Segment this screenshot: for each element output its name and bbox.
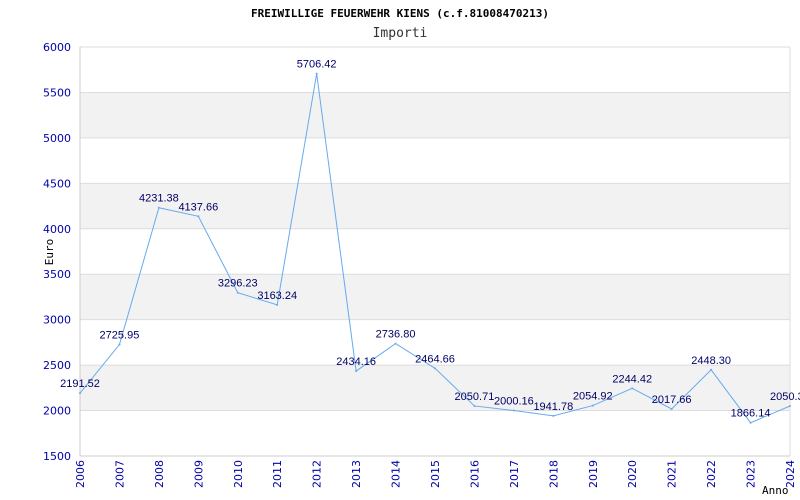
x-tick-label: 2019 [587, 460, 600, 488]
x-tick-label: 2024 [784, 460, 797, 488]
data-point [591, 404, 594, 407]
grid-band [80, 365, 790, 411]
data-point [197, 215, 200, 218]
data-point [355, 370, 358, 373]
data-label: 2050.71 [455, 391, 495, 403]
data-label: 3163.24 [257, 290, 297, 302]
x-tick-label: 2013 [350, 460, 363, 488]
data-point [710, 368, 713, 371]
x-tick-label: 2006 [74, 460, 87, 488]
data-point [789, 404, 791, 407]
data-point [749, 421, 752, 424]
y-tick-label: 3500 [43, 268, 71, 281]
y-tick-label: 5000 [43, 132, 71, 145]
x-tick-label: 2017 [508, 460, 521, 488]
chart-title: FREIWILLIGE FEUERWEHR KIENS (c.f.8100847… [251, 7, 549, 20]
data-point [670, 407, 673, 410]
x-tick-label: 2009 [192, 460, 205, 488]
x-tick-label: 2012 [311, 460, 324, 488]
x-tick-label: 2023 [745, 460, 758, 488]
y-tick-label: 6000 [43, 41, 71, 54]
x-tick-label: 2010 [232, 460, 245, 488]
data-label: 2050.3 [770, 391, 800, 403]
data-label: 2448.30 [691, 355, 731, 367]
data-point [552, 414, 555, 417]
y-tick-label: 4500 [43, 177, 71, 190]
data-point [236, 291, 239, 294]
data-point [157, 206, 160, 209]
data-label: 2054.92 [573, 391, 613, 403]
data-point [434, 367, 436, 370]
x-tick-label: 2021 [666, 460, 679, 488]
y-axis-label: Euro [43, 239, 56, 266]
data-label: 2244.42 [612, 373, 652, 385]
data-label: 4137.66 [178, 201, 218, 213]
data-label: 2191.52 [60, 378, 100, 390]
y-tick-label: 5500 [43, 86, 71, 99]
data-label: 3296.23 [218, 278, 258, 290]
x-tick-label: 2007 [113, 460, 126, 488]
data-point [512, 409, 515, 412]
y-tick-label: 4000 [43, 223, 71, 236]
x-tick-label: 2016 [468, 460, 481, 488]
data-point [276, 303, 279, 306]
data-point [473, 404, 476, 407]
x-tick-label: 2018 [547, 460, 560, 488]
data-label: 2434.16 [336, 356, 376, 368]
x-tick-label: 2020 [626, 460, 639, 488]
data-point [118, 343, 121, 346]
y-tick-label: 2000 [43, 405, 71, 418]
data-label: 4231.38 [139, 193, 179, 205]
data-label: 1866.14 [731, 408, 771, 420]
data-label: 5706.42 [297, 59, 337, 71]
data-label: 2736.80 [376, 329, 416, 341]
grid-band [80, 274, 790, 320]
x-tick-label: 2008 [153, 460, 166, 488]
data-label: 2725.95 [100, 330, 140, 342]
data-point [315, 72, 318, 75]
x-axis-label: Anno [762, 484, 789, 497]
grid-band [80, 183, 790, 229]
data-point [79, 392, 81, 395]
x-tick-label: 2022 [705, 460, 718, 488]
data-label: 1941.78 [533, 401, 573, 413]
y-tick-label: 2500 [43, 359, 71, 372]
x-tick-label: 2015 [429, 460, 442, 488]
data-point [394, 342, 397, 345]
x-tick-label: 2014 [390, 460, 403, 488]
chart-subtitle: Importi [373, 26, 428, 41]
grid-band [80, 92, 790, 138]
data-label: 2000.16 [494, 396, 534, 408]
x-tick-label: 2011 [271, 460, 284, 488]
data-label: 2017.66 [652, 394, 692, 406]
data-label: 2464.66 [415, 353, 455, 365]
y-tick-label: 3000 [43, 314, 71, 327]
y-tick-label: 1500 [43, 450, 71, 463]
data-point [631, 387, 634, 390]
